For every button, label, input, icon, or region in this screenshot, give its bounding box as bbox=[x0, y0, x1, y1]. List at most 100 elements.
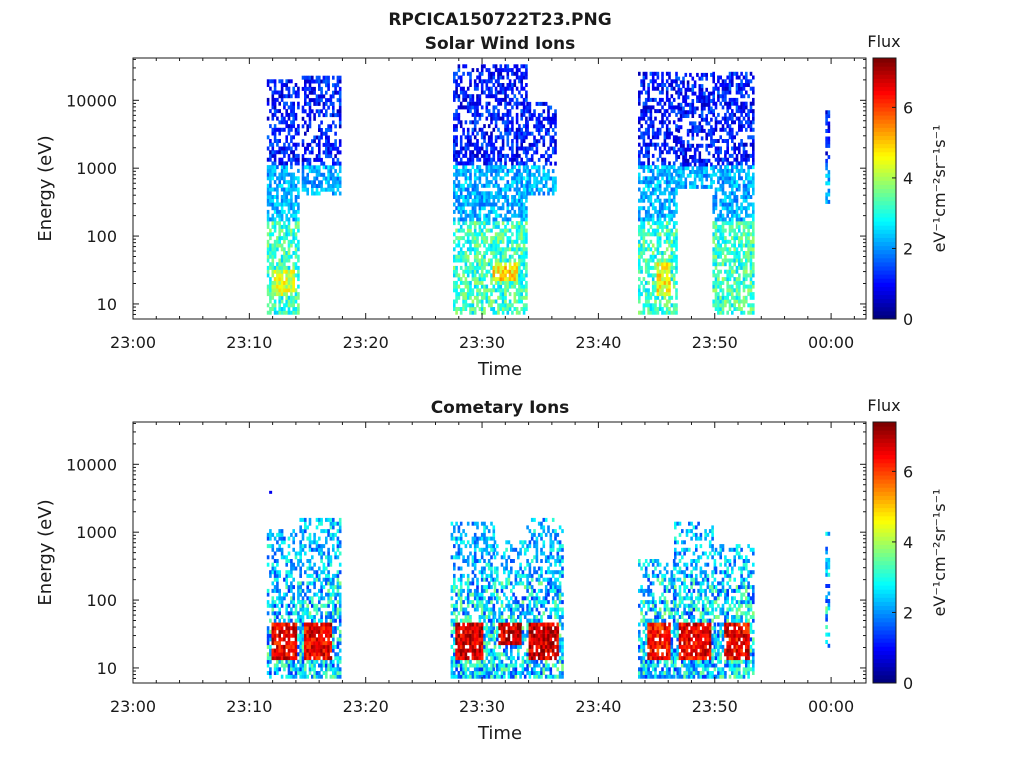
flux-pixel bbox=[276, 277, 279, 282]
flux-pixel bbox=[273, 251, 277, 255]
flux-pixel bbox=[647, 299, 650, 304]
flux-pixel bbox=[290, 600, 293, 605]
flux-pixel bbox=[338, 116, 342, 121]
flux-pixel bbox=[276, 562, 279, 567]
flux-pixel bbox=[453, 284, 456, 289]
flux-pixel bbox=[530, 172, 534, 177]
flux-pixel bbox=[287, 603, 291, 608]
flux-pixel bbox=[287, 116, 291, 121]
flux-pixel bbox=[712, 221, 715, 226]
flux-pixel bbox=[518, 176, 521, 181]
flux-pixel bbox=[640, 269, 643, 274]
flux-pixel bbox=[663, 262, 667, 267]
flux-pixel bbox=[266, 83, 270, 87]
flux-pixel bbox=[459, 209, 463, 214]
flux-pixel bbox=[492, 243, 496, 248]
flux-pixel bbox=[304, 157, 307, 162]
flux-pixel bbox=[301, 659, 305, 664]
flux-pixel bbox=[749, 269, 753, 274]
flux-pixel bbox=[285, 288, 288, 293]
flux-pixel bbox=[684, 162, 688, 167]
flux-pixel bbox=[480, 239, 484, 244]
flux-pixel bbox=[719, 101, 722, 106]
flux-pixel bbox=[471, 202, 475, 207]
flux-pixel bbox=[511, 180, 514, 185]
flux-pixel bbox=[682, 162, 685, 167]
flux-pixel bbox=[464, 135, 468, 140]
flux-pixel bbox=[462, 221, 465, 226]
colorbar-title: Flux bbox=[867, 32, 900, 51]
flux-pixel bbox=[455, 94, 458, 99]
flux-pixel bbox=[661, 83, 664, 87]
flux-pixel bbox=[313, 629, 316, 634]
flux-pixel bbox=[501, 307, 505, 311]
flux-pixel bbox=[508, 307, 512, 311]
flux-pixel bbox=[290, 288, 293, 293]
flux-pixel bbox=[280, 168, 284, 173]
flux-pixel bbox=[520, 295, 523, 300]
flux-pixel bbox=[740, 202, 743, 207]
flux-pixel bbox=[290, 626, 293, 631]
flux-pixel bbox=[485, 217, 489, 222]
flux-pixel bbox=[501, 295, 505, 300]
flux-pixel bbox=[318, 135, 321, 140]
flux-pixel bbox=[304, 180, 307, 185]
flux-pixel bbox=[508, 228, 512, 233]
flux-pixel bbox=[283, 116, 286, 121]
flux-pixel bbox=[297, 310, 300, 315]
flux-pixel bbox=[672, 139, 676, 143]
flux-pixel bbox=[292, 206, 295, 211]
flux-pixel bbox=[308, 75, 312, 80]
flux-pixel bbox=[290, 280, 293, 285]
flux-pixel bbox=[471, 94, 475, 99]
flux-pixel bbox=[462, 288, 465, 293]
flux-pixel bbox=[306, 648, 309, 653]
colorbar-tick-label: 4 bbox=[903, 169, 913, 188]
flux-pixel bbox=[297, 101, 300, 106]
flux-pixel bbox=[278, 150, 281, 155]
flux-pixel bbox=[752, 191, 755, 196]
flux-pixel bbox=[476, 142, 479, 147]
flux-pixel bbox=[738, 265, 741, 270]
flux-pixel bbox=[304, 120, 307, 125]
flux-pixel bbox=[313, 637, 316, 642]
flux-pixel bbox=[283, 663, 286, 668]
flux-pixel bbox=[745, 236, 748, 241]
flux-pixel bbox=[661, 209, 664, 214]
flux-pixel bbox=[478, 202, 482, 207]
flux-pixel bbox=[515, 161, 519, 166]
flux-pixel bbox=[668, 101, 671, 106]
flux-pixel bbox=[658, 101, 662, 106]
flux-pixel bbox=[313, 547, 316, 552]
flux-pixel bbox=[271, 198, 275, 203]
flux-pixel bbox=[280, 656, 284, 661]
flux-pixel bbox=[490, 191, 493, 196]
flux-pixel bbox=[728, 191, 732, 196]
flux-pixel bbox=[485, 161, 489, 166]
flux-pixel bbox=[504, 284, 507, 289]
flux-pixel bbox=[464, 239, 468, 244]
flux-pixel bbox=[549, 116, 553, 121]
flux-pixel bbox=[278, 637, 281, 642]
flux-pixel bbox=[499, 292, 503, 297]
flux-pixel bbox=[726, 165, 729, 170]
flux-pixel bbox=[490, 288, 493, 293]
flux-pixel bbox=[668, 284, 671, 289]
flux-pixel bbox=[728, 112, 732, 117]
flux-pixel bbox=[478, 228, 482, 233]
flux-pixel bbox=[469, 109, 472, 114]
flux-pixel bbox=[464, 307, 468, 311]
flux-pixel bbox=[464, 161, 468, 166]
flux-pixel bbox=[522, 176, 526, 181]
flux-pixel bbox=[693, 121, 697, 126]
flux-pixel bbox=[490, 236, 493, 241]
colorbar-step bbox=[873, 257, 896, 263]
flux-pixel bbox=[642, 180, 646, 185]
flux-pixel bbox=[485, 131, 489, 136]
flux-pixel bbox=[528, 146, 532, 151]
flux-pixel bbox=[672, 161, 676, 166]
flux-pixel bbox=[490, 209, 493, 214]
flux-pixel bbox=[501, 153, 505, 158]
flux-pixel bbox=[654, 71, 657, 76]
flux-pixel bbox=[287, 243, 291, 248]
